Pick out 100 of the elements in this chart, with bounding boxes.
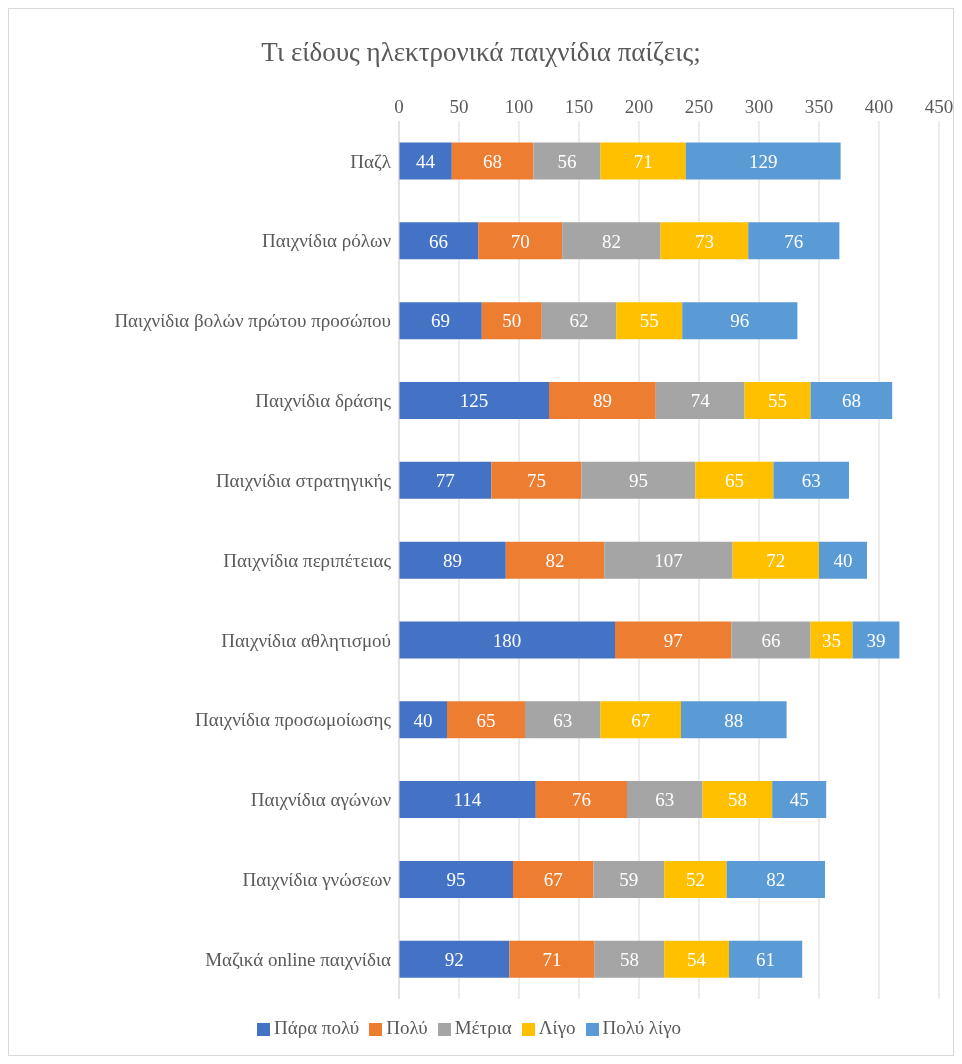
bar [682, 302, 798, 340]
y-tick-label: Παιχνίδια γνώσεων [242, 869, 392, 891]
data-label: 129 [748, 150, 778, 172]
legend-label: Πολύ [386, 1017, 428, 1038]
data-label: 70 [510, 230, 530, 252]
bar [399, 940, 510, 978]
bar [399, 621, 615, 659]
data-label: 63 [553, 709, 573, 731]
data-label: 95 [628, 470, 648, 492]
bar [627, 781, 703, 819]
bar [399, 541, 506, 579]
data-label: 65 [476, 709, 496, 731]
x-tick-label: 300 [744, 96, 774, 117]
data-label: 67 [631, 709, 651, 731]
data-label: 92 [444, 948, 464, 970]
data-label: 66 [761, 629, 781, 651]
x-tick-label: 100 [504, 96, 534, 117]
bar [729, 940, 803, 978]
data-label: 55 [639, 310, 659, 332]
bar [819, 541, 867, 579]
legend-label: Λίγο [538, 1017, 576, 1038]
x-tick-label: 400 [864, 96, 894, 117]
data-label: 71 [633, 150, 653, 172]
x-tick-label: 150 [564, 96, 594, 117]
bar [852, 621, 900, 659]
data-label: 69 [430, 310, 450, 332]
bar [533, 142, 601, 180]
y-tick-label: Παιχνίδια περιπέτειας [223, 549, 392, 571]
y-tick-label: Παιχνίδια προσωμοίωσης [194, 709, 392, 731]
y-tick-label: Παιχνίδια στρατηγικής [215, 469, 392, 491]
data-label: 89 [592, 390, 612, 412]
y-tick-label: Παζλ [350, 150, 392, 172]
data-label: 95 [446, 869, 466, 891]
data-label: 52 [685, 869, 705, 891]
bar [399, 860, 513, 898]
bar [399, 382, 549, 420]
bar [399, 701, 447, 739]
bar [664, 860, 727, 898]
bar [399, 302, 482, 340]
bar [810, 382, 893, 420]
bar [702, 781, 773, 819]
bar [604, 541, 733, 579]
data-label: 65 [724, 470, 744, 492]
bar [478, 222, 563, 260]
bar [615, 621, 732, 659]
data-label: 107 [654, 549, 683, 571]
bar [549, 382, 656, 420]
data-label: 62 [569, 310, 589, 332]
data-label: 73 [694, 230, 714, 252]
data-label: 40 [413, 709, 433, 731]
x-tick-label: 250 [684, 96, 714, 117]
data-label: 44 [415, 150, 436, 172]
data-label: 45 [789, 789, 809, 811]
legend-label: Πάρα πολύ [273, 1017, 360, 1038]
bar [732, 541, 819, 579]
bar [744, 382, 811, 420]
x-tick-label: 450 [924, 96, 954, 117]
data-label: 39 [866, 629, 886, 651]
legend-label: Πολύ λίγο [602, 1017, 682, 1038]
bar [664, 940, 729, 978]
bar [681, 701, 787, 739]
data-label: 82 [601, 230, 621, 252]
bar [399, 781, 536, 819]
data-label: 55 [768, 390, 788, 412]
y-tick-label: Παιχνίδια βολών πρώτου προσώπου [114, 310, 391, 332]
y-tick-label: Παιχνίδια δράσης [255, 390, 392, 412]
data-label: 96 [730, 310, 750, 332]
bar [399, 142, 452, 180]
data-label: 58 [619, 948, 639, 970]
bar [535, 781, 627, 819]
legend-label: Μέτρια [454, 1017, 512, 1038]
x-tick-label: 50 [449, 96, 469, 117]
bar [451, 142, 534, 180]
bar [660, 222, 749, 260]
data-label: 75 [526, 470, 546, 492]
bar [513, 860, 594, 898]
bar [726, 860, 825, 898]
bar [748, 222, 840, 260]
data-label: 54 [687, 948, 707, 970]
data-label: 63 [655, 789, 675, 811]
data-label: 97 [663, 629, 683, 651]
data-label: 125 [459, 390, 489, 412]
y-tick-label: Μαζικά online παιχνίδια [205, 948, 392, 970]
bar [616, 302, 683, 340]
y-tick-label: Παιχνίδια ρόλων [262, 230, 392, 252]
bar [399, 461, 492, 499]
y-tick-label: Παιχνίδια αγώνων [250, 789, 392, 811]
bar [525, 701, 601, 739]
data-label: 180 [492, 629, 522, 651]
data-label: 76 [784, 230, 804, 252]
bar [695, 461, 774, 499]
data-label: 76 [571, 789, 591, 811]
data-label: 71 [542, 948, 562, 970]
bar [562, 222, 661, 260]
chart-title: Τι είδους ηλεκτρονικά παιχνίδια παίζεις; [260, 36, 702, 69]
bar [773, 461, 849, 499]
bar [685, 142, 841, 180]
bar [772, 781, 827, 819]
data-label: 58 [727, 789, 747, 811]
bar [593, 860, 665, 898]
